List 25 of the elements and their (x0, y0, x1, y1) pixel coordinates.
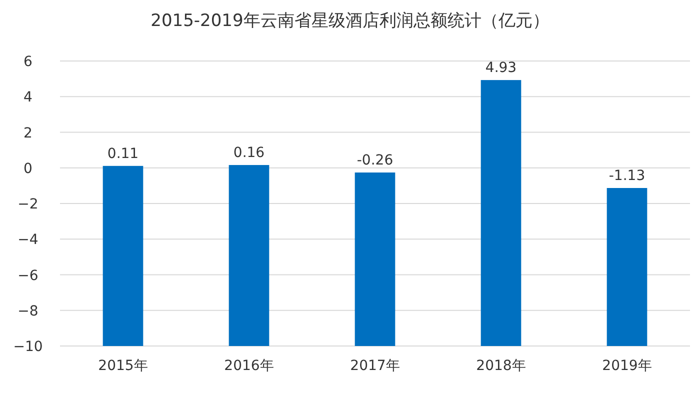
y-tick-label: −6 (18, 268, 38, 284)
bar (480, 80, 522, 346)
y-tick-label: −2 (18, 196, 38, 212)
x-tick-label: 2019年 (602, 358, 652, 374)
y-tick-label: 4 (24, 90, 33, 106)
y-tick-label: −8 (18, 303, 38, 320)
data-label: -1.13 (608, 168, 646, 184)
chart-title: 2015-2019年云南省星级酒店利润总额统计（亿元） (150, 11, 550, 31)
y-tick-label: −4 (18, 232, 38, 248)
y-tick-label: 6 (24, 54, 33, 70)
bar (606, 188, 648, 346)
x-tick-label: 2017年 (350, 358, 400, 374)
x-tick-label: 2018年 (476, 358, 526, 374)
data-label: 0.16 (233, 145, 265, 162)
data-label: 0.11 (107, 146, 139, 162)
x-tick-label: 2015年 (98, 358, 148, 374)
x-tick-label: 2016年 (224, 358, 274, 374)
bar (102, 166, 144, 346)
y-tick-label: −10 (13, 339, 43, 355)
y-tick-label: 0 (24, 160, 32, 177)
bar (354, 172, 396, 346)
data-label: 4.93 (485, 60, 517, 76)
bar (228, 165, 270, 346)
data-label: -0.26 (356, 152, 394, 169)
y-tick-label: 2 (24, 125, 32, 142)
